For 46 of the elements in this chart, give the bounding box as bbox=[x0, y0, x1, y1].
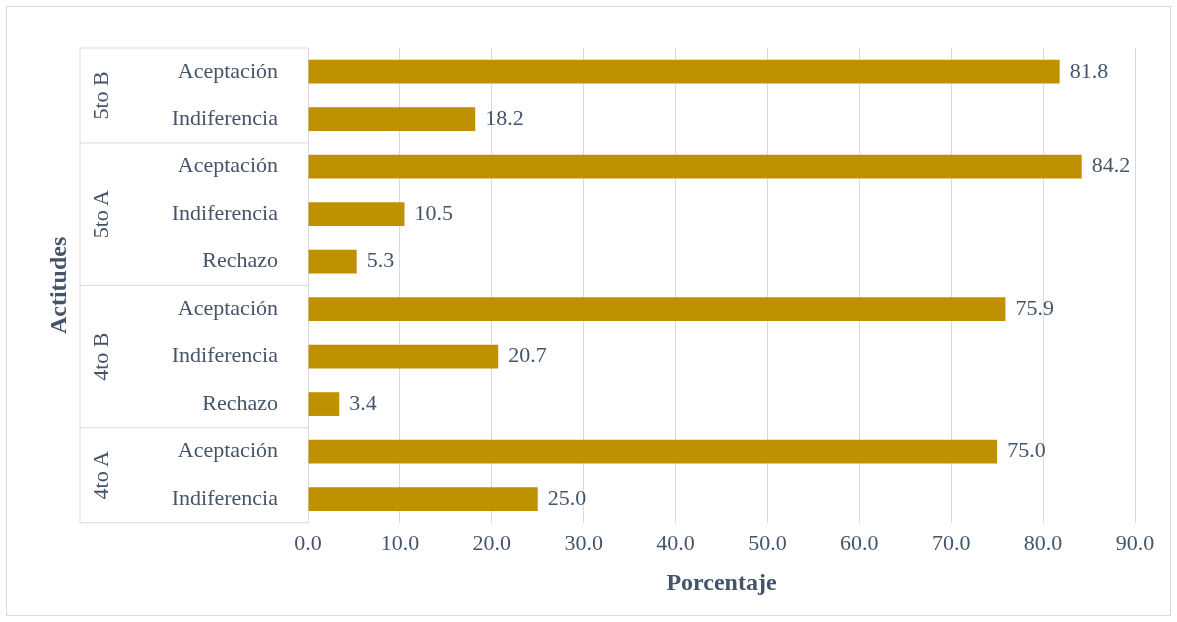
y-tick-label: Rechazo bbox=[202, 247, 278, 273]
data-label: 75.9 bbox=[1015, 294, 1054, 320]
y-tick-label: Aceptación bbox=[177, 294, 278, 320]
data-label: 81.8 bbox=[1069, 57, 1109, 83]
bar bbox=[308, 439, 998, 464]
bar bbox=[308, 107, 476, 132]
y-tick-label: Indiferencia bbox=[171, 105, 279, 130]
x-tick-label: 40.0 bbox=[656, 529, 695, 555]
text: 5to B bbox=[87, 71, 113, 120]
x-tick-label: 80.0 bbox=[1023, 529, 1063, 555]
data-label: 20.7 bbox=[508, 342, 547, 368]
data-label: 25.0 bbox=[547, 484, 587, 510]
x-axis-title: Porcentaje bbox=[666, 568, 777, 595]
x-tick-label: 30.0 bbox=[564, 529, 603, 555]
data-label: 18.2 bbox=[485, 105, 524, 130]
data-label: 84.2 bbox=[1091, 152, 1131, 178]
y-tick-label: Aceptación bbox=[177, 152, 278, 178]
y-tick-label: Aceptación bbox=[177, 57, 278, 83]
y-tick-label: Rechazo bbox=[202, 389, 278, 415]
bar bbox=[308, 344, 499, 369]
x-tick-label: 70.0 bbox=[931, 529, 971, 555]
x-tick-label: 10.0 bbox=[380, 529, 420, 555]
bar bbox=[308, 249, 357, 274]
y-tick-label: Indiferencia bbox=[171, 342, 279, 368]
y-axis-title: Actitudes bbox=[45, 236, 72, 335]
bar bbox=[308, 202, 405, 227]
bar bbox=[308, 297, 1006, 322]
bar bbox=[308, 59, 1060, 84]
data-label: 3.4 bbox=[349, 389, 377, 415]
bar bbox=[308, 392, 340, 416]
x-tick-label: 90.0 bbox=[1115, 529, 1155, 555]
x-tick-label: 60.0 bbox=[840, 529, 879, 555]
x-tick-label: 0.0 bbox=[294, 529, 322, 555]
data-label: 75.0 bbox=[1007, 437, 1046, 463]
text: 4to B bbox=[87, 332, 113, 381]
y-tick-label: Indiferencia bbox=[171, 484, 279, 510]
x-tick-label: 20.0 bbox=[472, 529, 512, 555]
text: 5to A bbox=[87, 189, 113, 239]
text: 4to A bbox=[87, 451, 113, 500]
bar bbox=[308, 487, 538, 511]
x-tick-label: 50.0 bbox=[748, 529, 787, 555]
y-tick-label: Aceptación bbox=[177, 437, 278, 463]
bar bbox=[308, 154, 1082, 179]
data-label: 5.3 bbox=[366, 247, 395, 273]
data-label: 10.5 bbox=[414, 199, 453, 225]
y-tick-label: Indiferencia bbox=[171, 199, 279, 225]
